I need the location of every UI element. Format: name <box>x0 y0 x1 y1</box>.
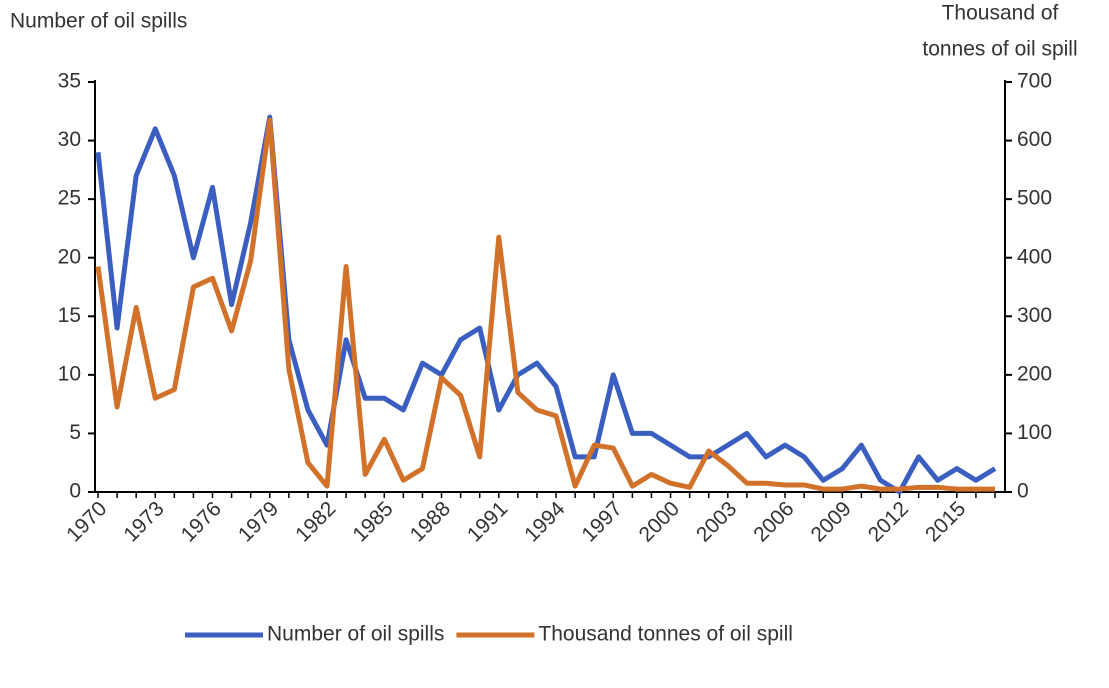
x-tick-label: 1997 <box>577 497 626 546</box>
y-tick-label: 35 <box>58 70 81 93</box>
x-tick-label: 1982 <box>291 497 340 546</box>
y2-tick-label: 0 <box>1017 480 1029 503</box>
x-tick-label: 1994 <box>520 497 570 547</box>
legend-label: Thousand tonnes of oil spill <box>538 623 793 646</box>
y-axis-title: Number of oil spills <box>10 10 187 33</box>
y-tick-label: 5 <box>69 421 81 444</box>
y2-tick-label: 200 <box>1017 362 1052 385</box>
y-tick-label: 25 <box>58 187 81 210</box>
x-tick-label: 1976 <box>177 497 226 546</box>
legend-label: Number of oil spills <box>267 623 444 646</box>
y2-tick-label: 500 <box>1017 187 1052 210</box>
x-tick-label: 2012 <box>864 497 913 546</box>
y-tick-label: 10 <box>58 362 81 385</box>
x-tick-label: 1988 <box>406 497 455 546</box>
y-tick-label: 30 <box>58 128 81 151</box>
y-tick-label: 0 <box>69 480 81 503</box>
x-tick-label: 1979 <box>234 497 283 546</box>
x-tick-label: 1970 <box>62 497 111 546</box>
y2-tick-label: 300 <box>1017 304 1052 327</box>
x-tick-label: 2000 <box>635 497 684 546</box>
x-tick-label: 1973 <box>119 497 168 546</box>
series-line <box>95 114 997 495</box>
x-tick-label: 2003 <box>692 497 741 546</box>
y2-axis-title: Thousand of <box>942 2 1059 25</box>
y2-tick-label: 400 <box>1017 245 1052 268</box>
y-tick-label: 20 <box>58 245 81 268</box>
y2-axis-title: tonnes of oil spill <box>922 38 1077 61</box>
y-tick-label: 15 <box>58 304 81 327</box>
x-tick-label: 2009 <box>806 497 855 546</box>
y2-tick-label: 600 <box>1017 128 1052 151</box>
x-tick-label: 2006 <box>749 497 798 546</box>
y2-tick-label: 700 <box>1017 70 1052 93</box>
y2-tick-label: 100 <box>1017 421 1052 444</box>
x-tick-label: 1991 <box>463 497 512 546</box>
x-tick-label: 1985 <box>348 497 397 546</box>
series-line <box>95 117 995 492</box>
x-tick-label: 2015 <box>921 497 970 546</box>
